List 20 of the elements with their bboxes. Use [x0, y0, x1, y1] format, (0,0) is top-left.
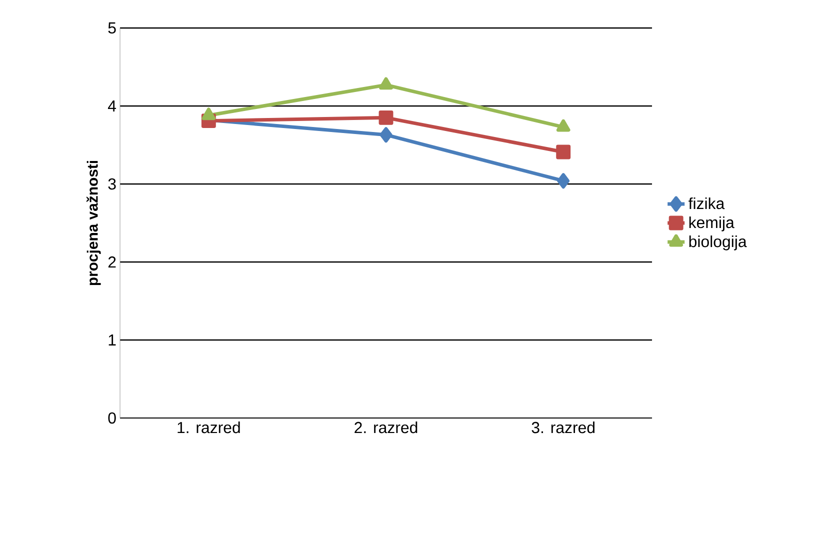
y-tick-label: 5: [108, 22, 116, 34]
legend-label: kemija: [689, 216, 734, 232]
y-tick-label: 4: [108, 100, 116, 112]
legend-label: fizika: [688, 197, 725, 210]
point: [202, 108, 216, 120]
point: [557, 173, 570, 189]
y-axis-title: procjena važnosti: [86, 160, 101, 286]
point: [379, 77, 393, 90]
x-tick-label: 3. razred: [532, 422, 594, 434]
x-tick-label: 1. razred: [178, 422, 240, 434]
y-tick-label: 2: [108, 256, 116, 268]
y-tick-label: 3: [108, 178, 116, 190]
y-tick-label: 0: [108, 412, 116, 424]
point: [556, 144, 571, 160]
x-tick-label: 2. razred: [354, 422, 418, 434]
point: [556, 119, 570, 132]
point: [380, 127, 392, 143]
point: [378, 110, 394, 125]
y-tick-label: 1: [108, 334, 116, 346]
legend-label: biologija: [689, 235, 747, 250]
